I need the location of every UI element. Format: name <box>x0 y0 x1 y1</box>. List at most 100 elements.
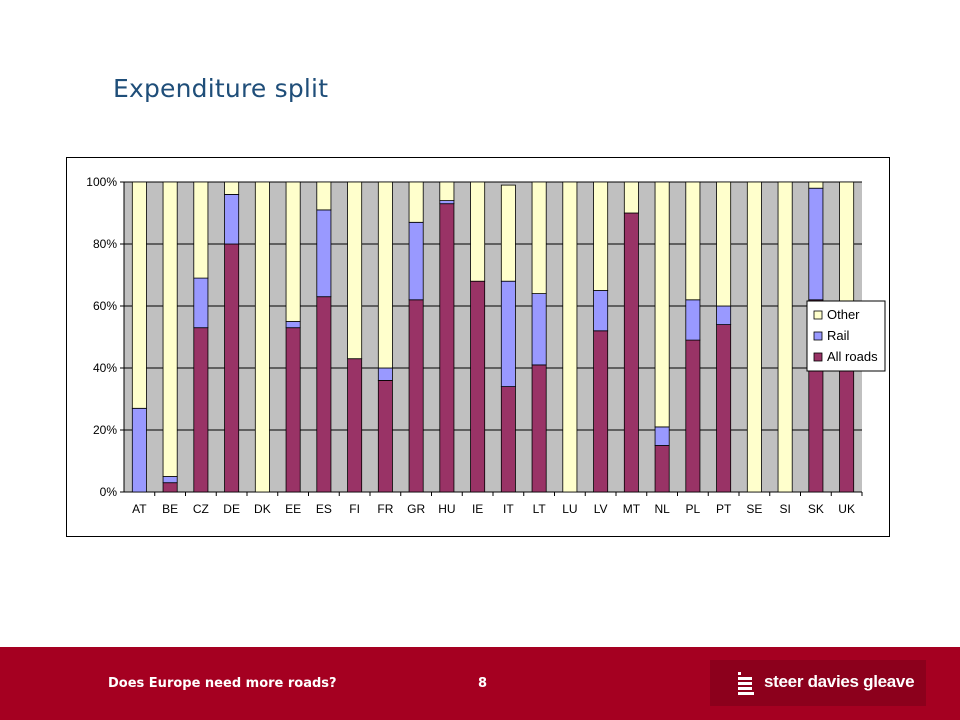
bar-other-dk <box>254 181 270 493</box>
y-tick-label: 60% <box>93 299 117 313</box>
x-tick-label-se: SE <box>746 502 762 516</box>
x-tick-label-ie: IE <box>472 502 483 516</box>
x-tick-label-at: AT <box>132 502 147 516</box>
legend-label-all-roads: All roads <box>827 349 878 364</box>
bar-rail-lv <box>593 290 609 332</box>
chart-frame: 0% 20% 40% 60% 80% 100% AT BE CZ DE DK EE ES FI FR GR HU… <box>66 157 890 537</box>
bar-rail-fr <box>377 367 393 381</box>
x-tick-label-be: BE <box>162 502 178 516</box>
x-tick-label-uk: UK <box>838 502 855 516</box>
bar-all-roads-hu <box>439 203 455 493</box>
x-tick-label-mt: MT <box>623 502 641 516</box>
y-tick-label: 0% <box>100 485 118 499</box>
bar-other-ie <box>470 181 486 282</box>
bar-rail-lt <box>531 293 547 366</box>
x-tick-label-lt: LT <box>533 502 547 516</box>
x-tick-label-pl: PL <box>686 502 701 516</box>
x-tick-label-dk: DK <box>254 502 271 516</box>
bar-other-cz <box>193 181 209 279</box>
bar-other-mt <box>623 181 639 214</box>
legend-label-other: Other <box>827 307 860 322</box>
bar-all-roads-it <box>500 386 516 493</box>
y-tick-label: 40% <box>93 361 117 375</box>
bar-rail-pl <box>685 299 701 341</box>
bar-all-roads-gr <box>408 299 424 493</box>
bar-other-pl <box>685 181 701 301</box>
bar-other-es <box>316 181 332 211</box>
bar-other-si <box>777 181 793 493</box>
x-tick-label-lv: LV <box>594 502 608 516</box>
bar-rail-ee <box>285 321 301 329</box>
bar-rail-it <box>500 280 516 387</box>
logo-mark-icon <box>738 672 754 695</box>
bar-all-roads-lt <box>531 364 547 493</box>
legend-label-rail: Rail <box>827 328 850 343</box>
bar-rail-de <box>224 194 240 245</box>
x-tick-label-de: DE <box>223 502 240 516</box>
bar-other-at <box>131 181 147 409</box>
x-tick-label-hu: HU <box>438 502 455 516</box>
bar-all-roads-be <box>162 482 178 493</box>
bar-rail-be <box>162 476 178 484</box>
legend-swatch-other <box>813 310 823 320</box>
legend-swatch-all-roads <box>813 352 823 362</box>
x-tick-label-gr: GR <box>407 502 425 516</box>
x-tick-label-ee: EE <box>285 502 301 516</box>
y-tick-label: 80% <box>93 237 117 251</box>
bar-rail-hu <box>439 200 455 205</box>
bar-all-roads-fr <box>377 379 393 493</box>
slide-title: Expenditure split <box>113 74 329 103</box>
footer-text: Does Europe need more roads? <box>108 676 337 691</box>
bar-rail-pt <box>716 305 732 326</box>
x-tick-label-nl: NL <box>654 502 670 516</box>
bar-all-roads-cz <box>193 327 209 493</box>
page-number: 8 <box>478 676 488 691</box>
x-tick-label-fr: FR <box>377 502 393 516</box>
bar-other-fi <box>347 181 363 360</box>
bar-rail-es <box>316 209 332 298</box>
bar-other-lv <box>593 181 609 291</box>
bar-other-lu <box>562 181 578 493</box>
bar-other-be <box>162 181 178 477</box>
bar-all-roads-ie <box>470 280 486 493</box>
bar-all-roads-es <box>316 296 332 493</box>
bar-all-roads-pl <box>685 339 701 493</box>
bar-other-se <box>746 181 762 493</box>
bar-rail-at <box>131 407 147 493</box>
x-tick-label-sk: SK <box>808 502 824 516</box>
bar-all-roads-pt <box>716 324 732 493</box>
bar-all-roads-ee <box>285 327 301 493</box>
x-tick-label-cz: CZ <box>193 502 209 516</box>
bar-all-roads-fi <box>347 358 363 493</box>
x-tick-label-fi: FI <box>349 502 360 516</box>
legend-swatch-rail <box>813 331 823 341</box>
x-tick-label-pt: PT <box>716 502 732 516</box>
bar-other-pt <box>716 181 732 307</box>
logo-text: steer davies gleave <box>764 672 915 691</box>
bar-all-roads-lv <box>593 330 609 493</box>
bar-other-sk <box>808 181 824 189</box>
bar-other-ee <box>285 181 301 322</box>
stacked-bar-chart: 0% 20% 40% 60% 80% 100% AT BE CZ DE DK EE ES FI FR GR HU… <box>86 175 886 516</box>
bar-all-roads-de <box>224 243 240 493</box>
bar-other-gr <box>408 181 424 223</box>
bar-other-nl <box>654 181 670 428</box>
bar-other-it <box>500 184 516 282</box>
bar-rail-nl <box>654 426 670 446</box>
bar-all-roads-nl <box>654 445 670 493</box>
x-tick-label-lu: LU <box>562 502 577 516</box>
bar-rail-gr <box>408 221 424 301</box>
x-tick-label-si: SI <box>779 502 790 516</box>
bar-rail-sk <box>808 187 824 301</box>
bar-other-lt <box>531 181 547 294</box>
bar-all-roads-uk <box>839 364 855 493</box>
y-tick-label: 100% <box>86 175 117 189</box>
x-tick-label-it: IT <box>503 502 514 516</box>
bar-other-fr <box>377 181 393 369</box>
bar-other-de <box>224 181 240 195</box>
y-tick-label: 20% <box>93 423 117 437</box>
plot-area <box>124 182 862 492</box>
bar-other-hu <box>439 181 455 202</box>
x-tick-label-es: ES <box>316 502 332 516</box>
bar-rail-cz <box>193 277 209 329</box>
